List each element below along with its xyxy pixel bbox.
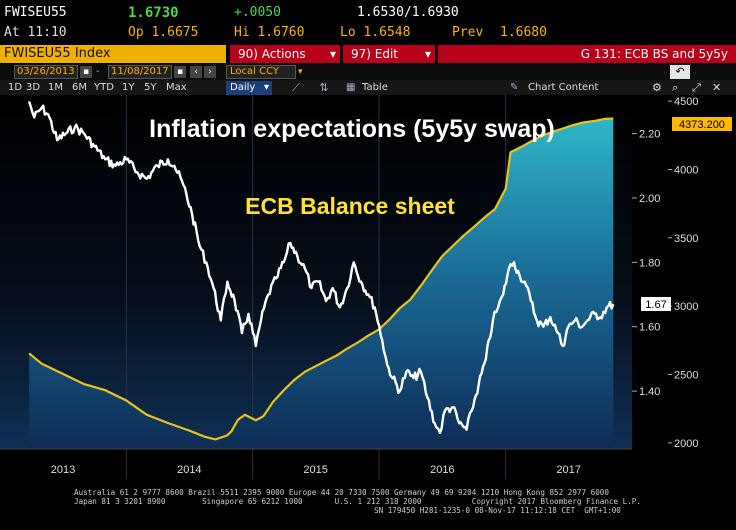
bid-ask-range: 1.6530/1.6930	[357, 5, 459, 20]
x-tick-label: 2013	[51, 464, 75, 476]
last-value-right: 4373.200	[679, 119, 725, 131]
last-value-left-box: 1.67	[641, 297, 671, 311]
high-price: Hi 1.6760	[234, 25, 305, 40]
close-icon[interactable]: ✕	[712, 81, 722, 94]
last-value-left: 1.67	[645, 299, 666, 311]
chart-content-button[interactable]: Chart Content	[528, 82, 599, 93]
y-left-axis: 2.20 2.00 1.80 1.60 1.40	[632, 129, 660, 398]
y-right-tick-label: 4500	[674, 96, 698, 108]
chevron-down-icon[interactable]: ▾	[298, 67, 303, 77]
actions-menu[interactable]: 90) Actions ▾	[230, 45, 340, 63]
chart: 2.20 2.00 1.80 1.60 1.40 4500 4000 3500 3000 250…	[0, 95, 736, 486]
frequency-label: Daily	[230, 82, 256, 93]
x-axis: 2013 2014 2015 2016 2017	[0, 448, 632, 476]
period-button-ytd[interactable]: YTD	[94, 82, 114, 93]
period-button-3d[interactable]: 3D	[26, 82, 41, 93]
period-bar: 1D 3D 1M 6M YTD 1Y 5Y Max Daily ▾ ⟋ ⇅ ▦ Table ✎…	[0, 80, 736, 96]
period-button-1d[interactable]: 1D	[8, 82, 22, 93]
x-tick-label: 2015	[303, 464, 327, 476]
chart-icon[interactable]: ✎	[510, 82, 519, 93]
start-date-field[interactable]: 03/26/2013	[14, 65, 78, 79]
chart-title: Inflation expectations (5y5y swap)	[149, 115, 555, 143]
security-toolbar: FWISEU55 Index 90) Actions ▾ 97) Edit ▾ …	[0, 45, 736, 63]
prev-close: 1.6680	[500, 25, 547, 40]
y-right-tick-label: 4000	[674, 164, 698, 176]
y-left-tick-label: 2.20	[639, 129, 660, 141]
security-field[interactable]: FWISEU55 Index	[0, 45, 226, 63]
balance-sheet-label: ECB Balance sheet	[245, 193, 455, 219]
y-left-tick-label: 1.40	[639, 386, 660, 398]
y-right-axis: 4500 4000 3500 3000 2500 2000	[668, 96, 698, 450]
y-right-tick-label: 2500	[674, 370, 698, 382]
y-right-tick-label: 2000	[674, 438, 698, 450]
open-price: Op 1.6675	[128, 25, 199, 40]
y-right-tick-label: 3500	[674, 233, 698, 245]
draw-line-icon[interactable]: ⟋	[292, 81, 300, 94]
footer-contacts-1: Australia 61 2 9777 8600 Brazil 5511 239…	[74, 488, 609, 497]
ticker-symbol: FWISEU55	[4, 5, 67, 20]
chart-name: G 131: ECB BS and 5y5y	[438, 45, 736, 63]
end-date-field[interactable]: 11/08/2017	[108, 65, 172, 79]
x-tick-label: 2017	[556, 464, 580, 476]
edit-menu[interactable]: 97) Edit ▾	[343, 45, 435, 63]
balance-sheet-area	[29, 118, 614, 449]
inflation-line	[27, 101, 615, 435]
date-range-bar: 03/26/2013 ▪ - 11/08/2017 ▪ ‹ › Local CC…	[0, 64, 736, 80]
x-tick-label: 2016	[430, 464, 454, 476]
footer-contacts-2: Japan 81 3 3201 8900 Singapore 65 6212 1…	[74, 497, 641, 506]
y-left-tick-label: 1.60	[639, 322, 660, 334]
cursor-icon[interactable]: ⇅	[319, 81, 329, 94]
last-value-right-bg	[672, 117, 732, 131]
currency-select[interactable]: Local CCY	[226, 65, 296, 79]
balance-sheet-line	[28, 117, 614, 441]
x-tick-label: 2014	[177, 464, 201, 476]
period-button-max[interactable]: Max	[166, 82, 187, 93]
zoom-icon[interactable]: ⌕	[672, 81, 679, 94]
actions-label: 90) Actions	[238, 47, 306, 61]
period-button-5y[interactable]: 5Y	[144, 82, 157, 93]
quote-header: FWISEU55 1.6730 +.0050 1.6530/1.6930 At …	[0, 0, 736, 44]
calendar-icon[interactable]: ▪	[174, 66, 186, 78]
undo-icon[interactable]: ↶	[670, 65, 690, 79]
date-separator: -	[96, 66, 100, 77]
y-right-tick-label: 3000	[674, 301, 698, 313]
settings-icon[interactable]: ⚙	[652, 81, 662, 94]
y-left-tick-label: 1.80	[639, 257, 660, 269]
last-price: 1.6730	[128, 5, 179, 21]
last-value-right-box: 4373.200	[672, 117, 732, 131]
y-left-tick-label: 2.00	[639, 193, 660, 205]
period-button-1m[interactable]: 1M	[48, 82, 63, 93]
footer: Australia 61 2 9777 8600 Brazil 5511 239…	[0, 486, 736, 530]
quote-time: At 11:10	[4, 25, 67, 40]
period-button-6m[interactable]: 6M	[72, 82, 87, 93]
edit-label: 97) Edit	[351, 47, 399, 61]
chevron-down-icon: ▾	[263, 82, 269, 93]
frequency-select[interactable]: Daily ▾	[226, 81, 272, 95]
last-value-left-bg	[641, 297, 671, 311]
prev-label: Prev	[452, 25, 484, 40]
chevron-down-icon: ▾	[424, 47, 431, 61]
price-change: +.0050	[234, 5, 281, 20]
period-button-1y[interactable]: 1Y	[122, 82, 135, 93]
low-price: Lo 1.6548	[340, 25, 411, 40]
chevron-right-icon[interactable]: ›	[204, 66, 216, 78]
chevron-down-icon: ▾	[329, 47, 336, 61]
table-button[interactable]: Table	[362, 82, 388, 93]
expand-icon[interactable]: ⤢	[692, 81, 701, 94]
calendar-icon[interactable]: ▪	[80, 66, 92, 78]
footer-session: SN 179450 H281-1235-0 08-Nov-17 11:12:18…	[374, 506, 621, 515]
chevron-left-icon[interactable]: ‹	[190, 66, 202, 78]
table-icon[interactable]: ▦	[346, 82, 356, 93]
